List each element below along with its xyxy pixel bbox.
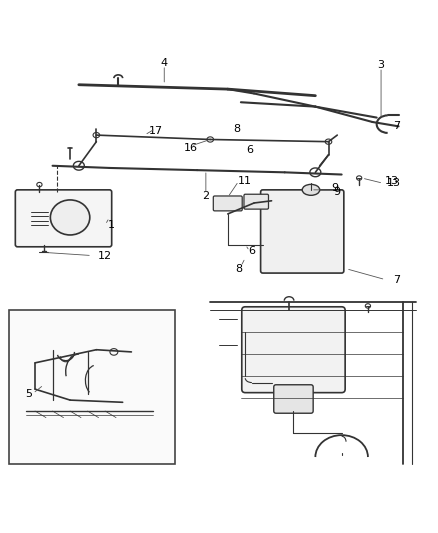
Text: 1: 1	[108, 220, 115, 230]
Text: 6: 6	[248, 246, 255, 256]
Text: 7: 7	[393, 122, 400, 131]
Text: 8: 8	[233, 124, 240, 134]
FancyBboxPatch shape	[213, 196, 242, 211]
Text: 3: 3	[378, 60, 385, 70]
Ellipse shape	[50, 200, 90, 235]
Text: 11: 11	[238, 176, 252, 186]
FancyBboxPatch shape	[244, 194, 268, 209]
Text: 2: 2	[202, 191, 209, 201]
Text: 9: 9	[334, 187, 341, 197]
Text: 16: 16	[184, 143, 198, 154]
Text: 4: 4	[161, 58, 168, 68]
Text: 17: 17	[148, 126, 162, 136]
FancyBboxPatch shape	[242, 307, 345, 393]
Text: 7: 7	[393, 274, 400, 285]
Text: 13: 13	[387, 178, 401, 188]
Text: 5: 5	[25, 389, 32, 399]
Ellipse shape	[302, 184, 320, 195]
Text: 8: 8	[235, 264, 242, 273]
Text: 12: 12	[98, 251, 112, 261]
Text: 9: 9	[332, 183, 339, 192]
FancyBboxPatch shape	[15, 190, 112, 247]
Text: 13: 13	[385, 176, 399, 186]
FancyBboxPatch shape	[274, 385, 313, 413]
FancyBboxPatch shape	[261, 190, 344, 273]
FancyBboxPatch shape	[9, 310, 175, 464]
Text: 6: 6	[246, 146, 253, 156]
